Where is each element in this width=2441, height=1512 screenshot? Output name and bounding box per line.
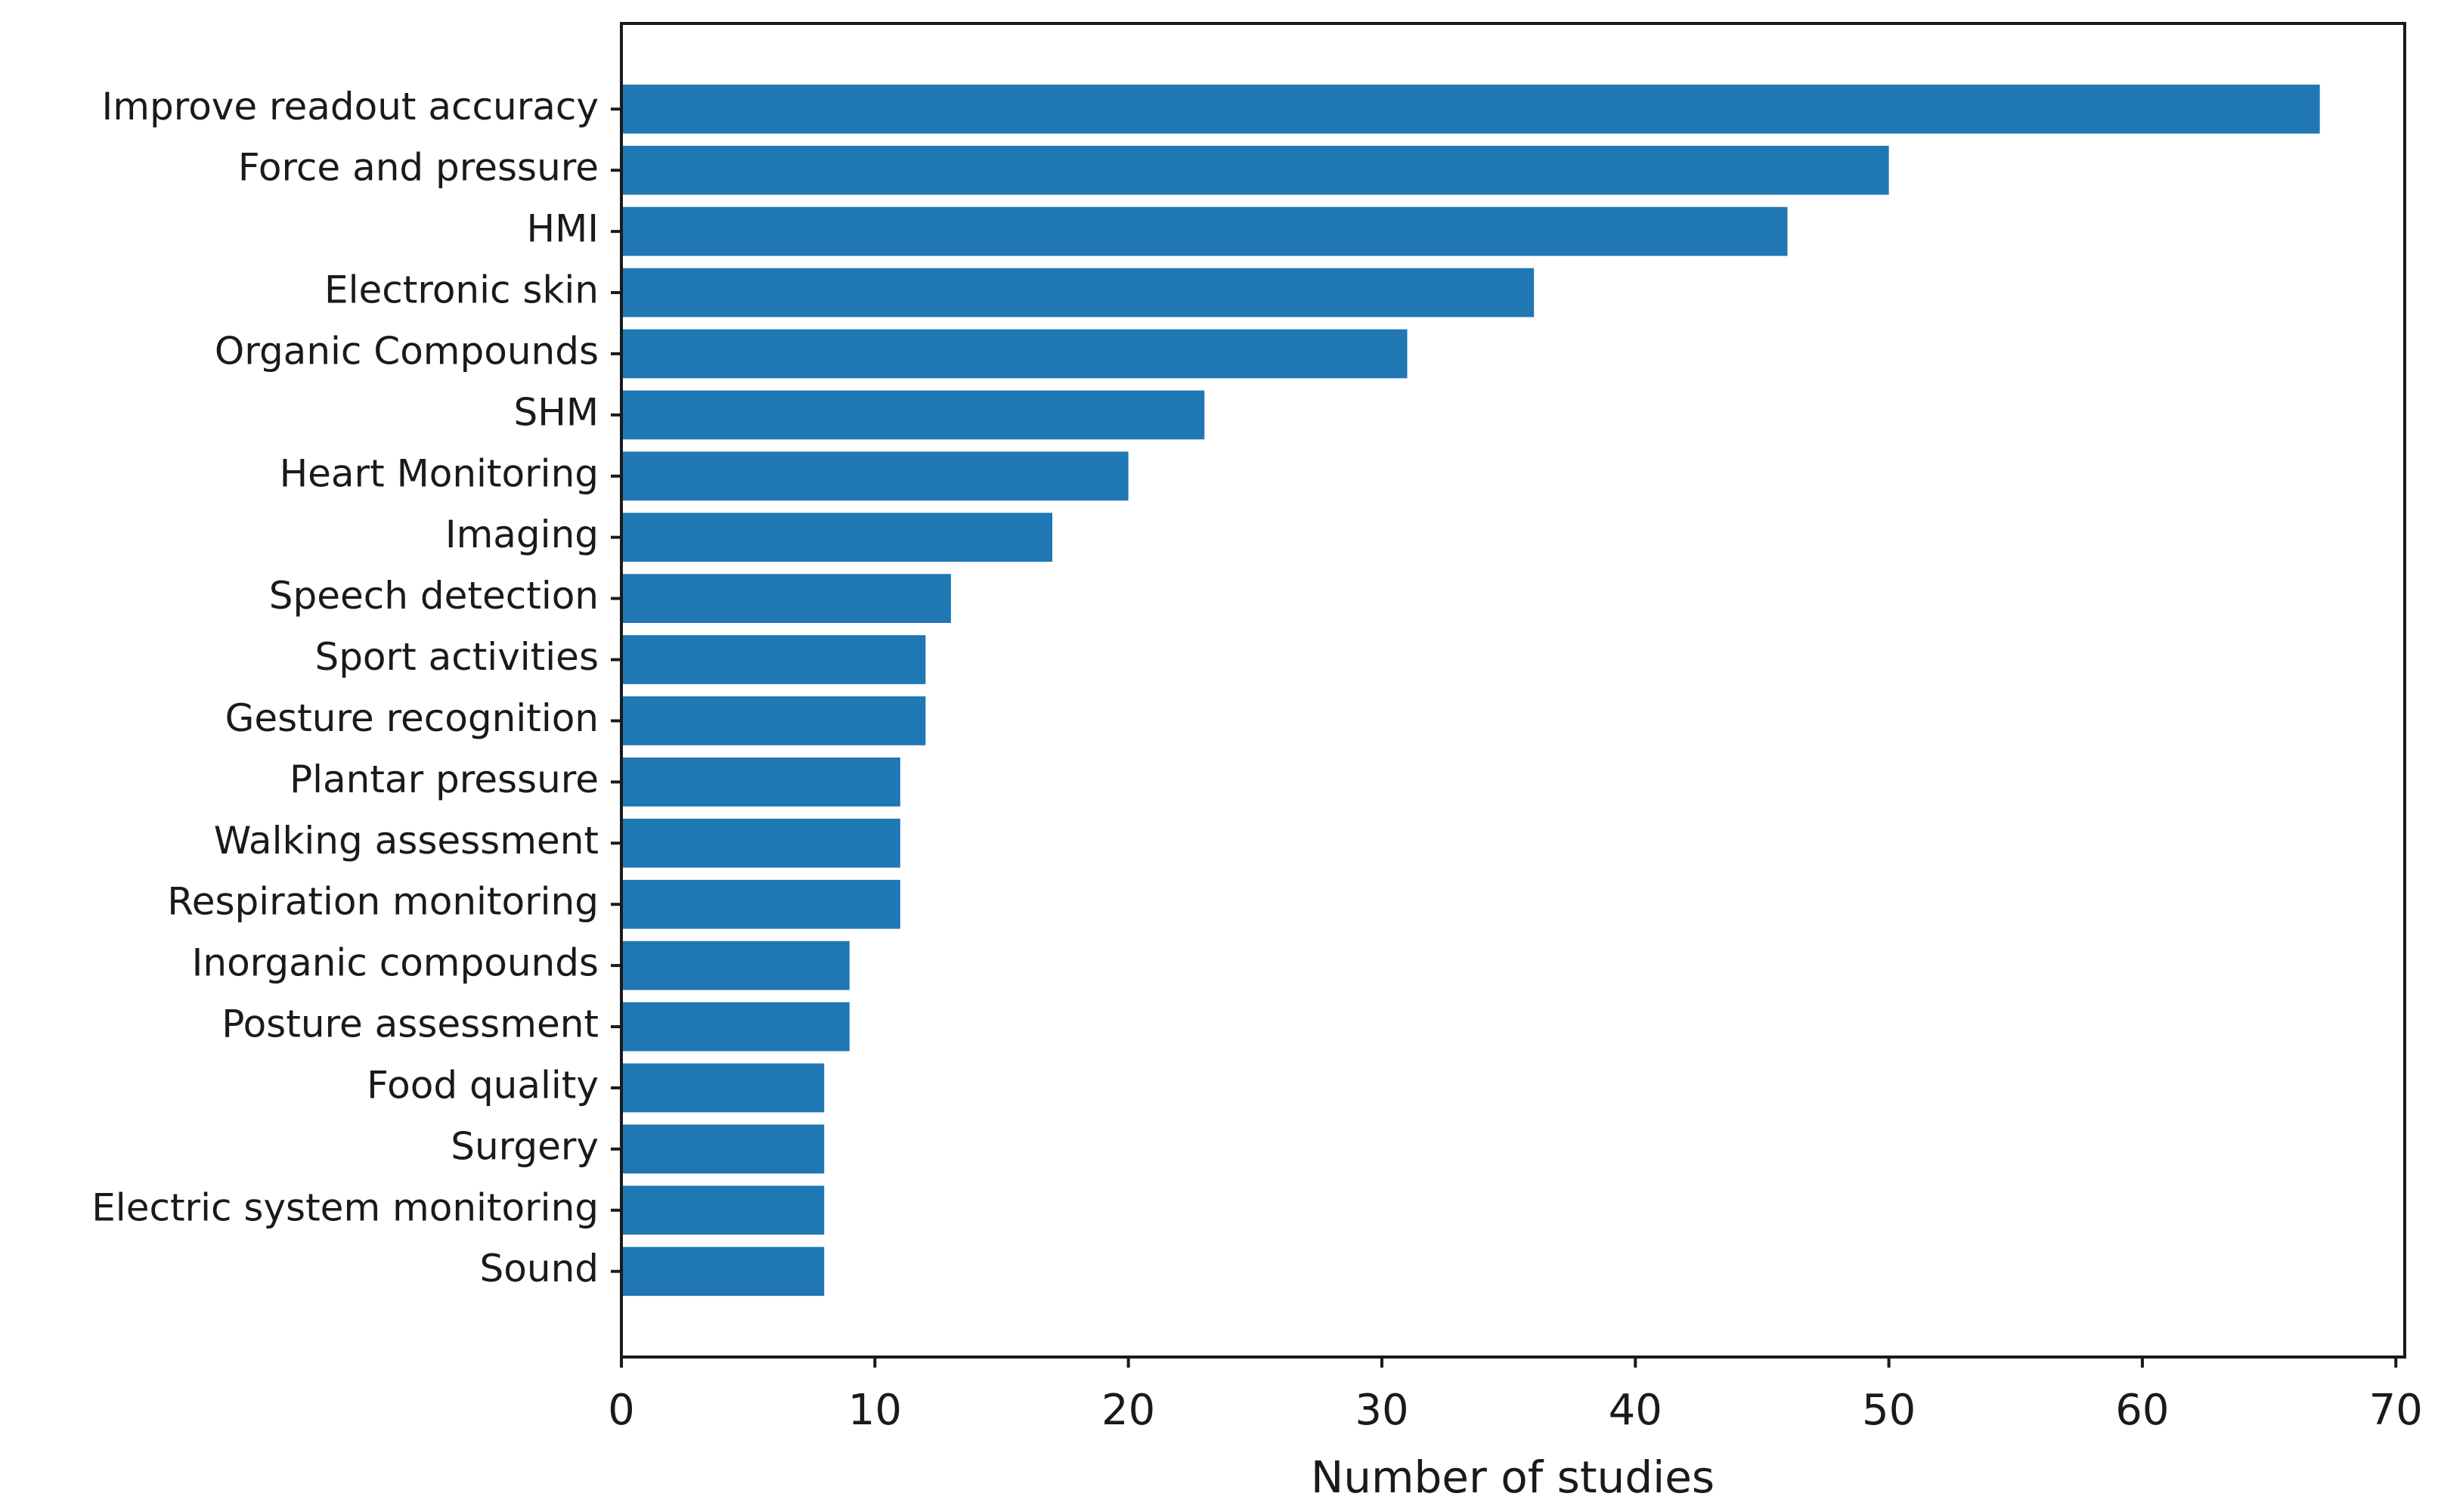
x-tick-label: 50 [1862, 1386, 1916, 1435]
y-tick-label: Posture assessment [221, 1002, 599, 1046]
bar [621, 206, 1788, 256]
bar [621, 513, 1053, 562]
x-axis-label: Number of studies [1311, 1452, 1715, 1503]
y-tick-label: Speech detection [269, 574, 599, 618]
bar [621, 758, 900, 807]
bar [621, 1063, 825, 1113]
x-tick-label: 40 [1609, 1386, 1662, 1435]
y-tick-label: Food quality [367, 1063, 599, 1107]
bar [621, 1185, 825, 1235]
bar [621, 329, 1408, 379]
axes-frame [620, 22, 2406, 1359]
y-tick-label: Inorganic compounds [192, 941, 599, 985]
y-tick-label: Surgery [451, 1124, 599, 1168]
bar [621, 879, 900, 929]
x-tick-label: 70 [2369, 1386, 2423, 1435]
bar [621, 451, 1129, 501]
y-tick-label: Electronic skin [324, 268, 599, 312]
bar [621, 1002, 850, 1052]
bar [621, 940, 850, 990]
bar [621, 574, 951, 623]
bar [621, 390, 1205, 440]
y-tick-label: Walking assessment [214, 819, 599, 863]
y-tick-label: Improve readout accuracy [102, 85, 599, 129]
bar [621, 818, 900, 868]
y-tick-label: Force and pressure [238, 146, 599, 190]
bar [621, 145, 1889, 195]
y-tick-label: Gesture recognition [225, 696, 599, 740]
bar [621, 1247, 825, 1297]
y-tick-label: SHM [514, 390, 599, 434]
x-tick-label: 60 [2115, 1386, 2169, 1435]
x-tick-label: 20 [1101, 1386, 1155, 1435]
y-tick-label: Electric system monitoring [91, 1185, 599, 1229]
y-tick-label: HMI [527, 207, 599, 251]
bar [621, 268, 1535, 318]
y-tick-label: Heart Monitoring [280, 451, 599, 495]
x-tick-label: 30 [1355, 1386, 1408, 1435]
y-tick-label: Respiration monitoring [167, 880, 599, 924]
y-tick-label: Imaging [445, 513, 599, 556]
y-tick-label: Plantar pressure [290, 758, 599, 801]
y-tick-label: Organic Compounds [215, 329, 599, 373]
bar [621, 696, 926, 745]
bar [621, 1124, 825, 1174]
y-tick-label: Sound [480, 1247, 599, 1290]
bar [621, 635, 926, 684]
y-tick-label: Sport activities [314, 635, 599, 679]
bar [621, 84, 2320, 134]
x-tick-label: 10 [848, 1386, 902, 1435]
x-tick-label: 0 [608, 1386, 635, 1435]
